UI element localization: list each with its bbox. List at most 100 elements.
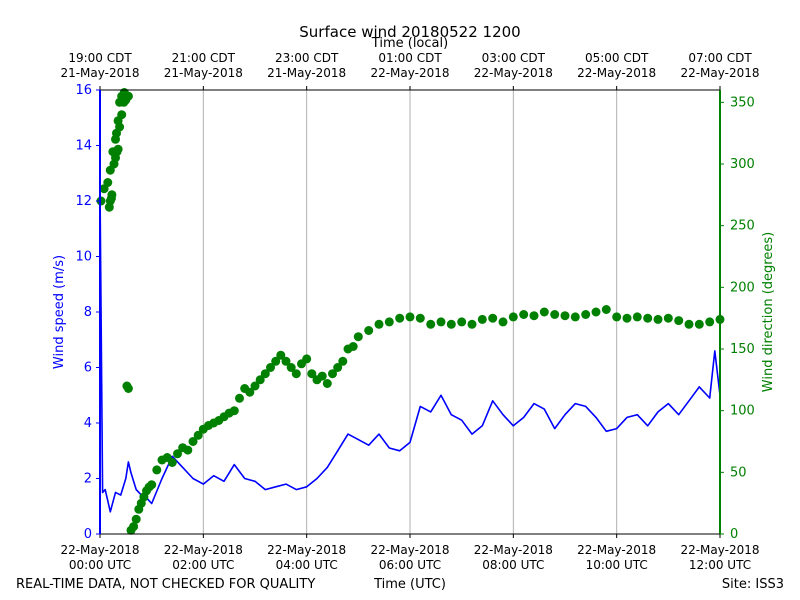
wind-direction-point: [317, 371, 327, 381]
wind-direction-point: [250, 381, 260, 391]
bottom-tick-date-5: 22-May-2018: [577, 543, 656, 557]
wind-direction-point: [622, 313, 632, 323]
wind-direction-point: [260, 369, 270, 379]
top-axis-title: Time (local): [371, 36, 448, 51]
wind-direction-point: [115, 122, 125, 132]
right-axis-title: Wind direction (degrees): [761, 232, 776, 392]
bottom-tick-date-1: 22-May-2018: [164, 543, 243, 557]
wind-direction-point: [152, 465, 162, 475]
right-tick-label-4: 200: [730, 280, 755, 295]
right-tick-label-3: 150: [730, 342, 755, 357]
wind-direction-point: [364, 326, 374, 335]
wind-direction-point: [103, 178, 113, 187]
bottom-tick-time-6: 12:00 UTC: [689, 558, 751, 572]
wind-direction-point: [307, 369, 317, 379]
wind-direction-point: [581, 310, 591, 319]
wind-direction-point: [550, 310, 560, 319]
wind-direction-point: [384, 317, 394, 327]
wind-direction-point: [291, 369, 301, 379]
wind-direction-point: [591, 307, 601, 317]
wind-direction-point: [353, 332, 363, 342]
top-tick-date-5: 22-May-2018: [577, 66, 656, 80]
wind-direction-point: [405, 312, 415, 322]
wind-direction-point: [560, 311, 570, 321]
x-axis-title: Time (UTC): [373, 577, 446, 592]
wind-direction-point: [286, 363, 296, 372]
wind-direction-point: [457, 317, 467, 327]
wind-direction-point: [395, 313, 405, 323]
wind-speed-line: [99, 187, 721, 513]
wind-direction-point: [328, 369, 337, 379]
top-tick-date-1: 21-May-2018: [164, 66, 243, 80]
wind-direction-point: [643, 313, 653, 323]
wind-direction-point: [705, 317, 715, 327]
top-tick-date-6: 22-May-2018: [680, 66, 759, 80]
wind-direction-point: [147, 480, 157, 490]
right-tick-label-0: 0: [730, 527, 738, 542]
top-tick-date-0: 21-May-2018: [60, 66, 139, 80]
bottom-tick-date-6: 22-May-2018: [680, 543, 759, 557]
wind-direction-point: [322, 379, 332, 388]
wind-direction-point: [674, 316, 684, 326]
bottom-tick-date-2: 22-May-2018: [267, 543, 346, 557]
wind-direction-point: [188, 437, 198, 446]
footer-disclaimer: REAL-TIME DATA, NOT CHECKED FOR QUALITY: [16, 577, 315, 592]
wind-direction-point: [123, 91, 133, 101]
wind-direction-point: [183, 445, 193, 455]
wind-direction-point: [117, 110, 127, 120]
wind-direction-point: [302, 354, 312, 364]
wind-direction-point: [167, 458, 177, 467]
left-tick-label-4: 8: [84, 305, 92, 320]
wind-direction-point: [129, 522, 139, 532]
left-tick-label-3: 6: [84, 361, 92, 376]
left-tick-label-1: 2: [84, 472, 92, 487]
wind-direction-point: [338, 356, 348, 366]
wind-direction-point: [477, 314, 487, 324]
top-tick-time-4: 03:00 CDT: [482, 51, 546, 65]
wind-direction-point: [374, 319, 384, 329]
wind-direction-point: [348, 342, 358, 351]
wind-direction-point: [123, 384, 133, 393]
wind-direction-point: [436, 317, 446, 327]
wind-direction-point: [612, 312, 622, 322]
wind-direction-point: [415, 313, 425, 323]
left-tick-label-5: 10: [75, 250, 92, 265]
wind-direction-point: [694, 319, 704, 329]
wind-direction-series: [96, 88, 725, 535]
wind-direction-point: [426, 319, 436, 329]
wind-direction-point: [276, 350, 286, 360]
wind-direction-point: [539, 307, 549, 317]
right-tick-label-1: 50: [730, 465, 747, 480]
left-tick-label-7: 14: [75, 139, 92, 154]
wind-direction-point: [255, 375, 265, 385]
top-tick-time-1: 21:00 CDT: [172, 51, 236, 65]
wind-direction-point: [663, 313, 673, 323]
right-tick-label-5: 250: [730, 219, 755, 234]
bottom-tick-time-1: 02:00 UTC: [172, 558, 234, 572]
right-tick-label-7: 350: [730, 95, 755, 110]
wind-direction-point: [601, 305, 611, 314]
wind-direction-point: [193, 430, 203, 440]
wind-direction-point: [529, 311, 539, 321]
chart-title: Surface wind 20180522 1200: [299, 23, 520, 41]
wind-speed-series: [99, 187, 721, 513]
top-tick-time-0: 19:00 CDT: [68, 51, 132, 65]
wind-direction-point: [632, 312, 642, 322]
top-tick-date-2: 21-May-2018: [267, 66, 346, 80]
bottom-tick-time-3: 06:00 UTC: [379, 558, 441, 572]
wind-direction-point: [131, 514, 141, 524]
top-tick-time-3: 01:00 CDT: [378, 51, 442, 65]
top-tick-time-6: 07:00 CDT: [688, 51, 752, 65]
wind-direction-point: [467, 319, 477, 329]
wind-direction-point: [570, 312, 580, 322]
bottom-tick-time-4: 08:00 UTC: [482, 558, 544, 572]
wind-direction-point: [245, 387, 255, 397]
wind-direction-point: [281, 356, 291, 366]
left-tick-label-2: 4: [84, 416, 92, 431]
wind-direction-point: [266, 363, 275, 372]
wind-direction-point: [488, 313, 498, 323]
left-tick-label-8: 16: [75, 83, 92, 98]
wind-direction-point: [653, 314, 663, 324]
left-axis-title: Wind speed (m/s): [52, 255, 67, 369]
